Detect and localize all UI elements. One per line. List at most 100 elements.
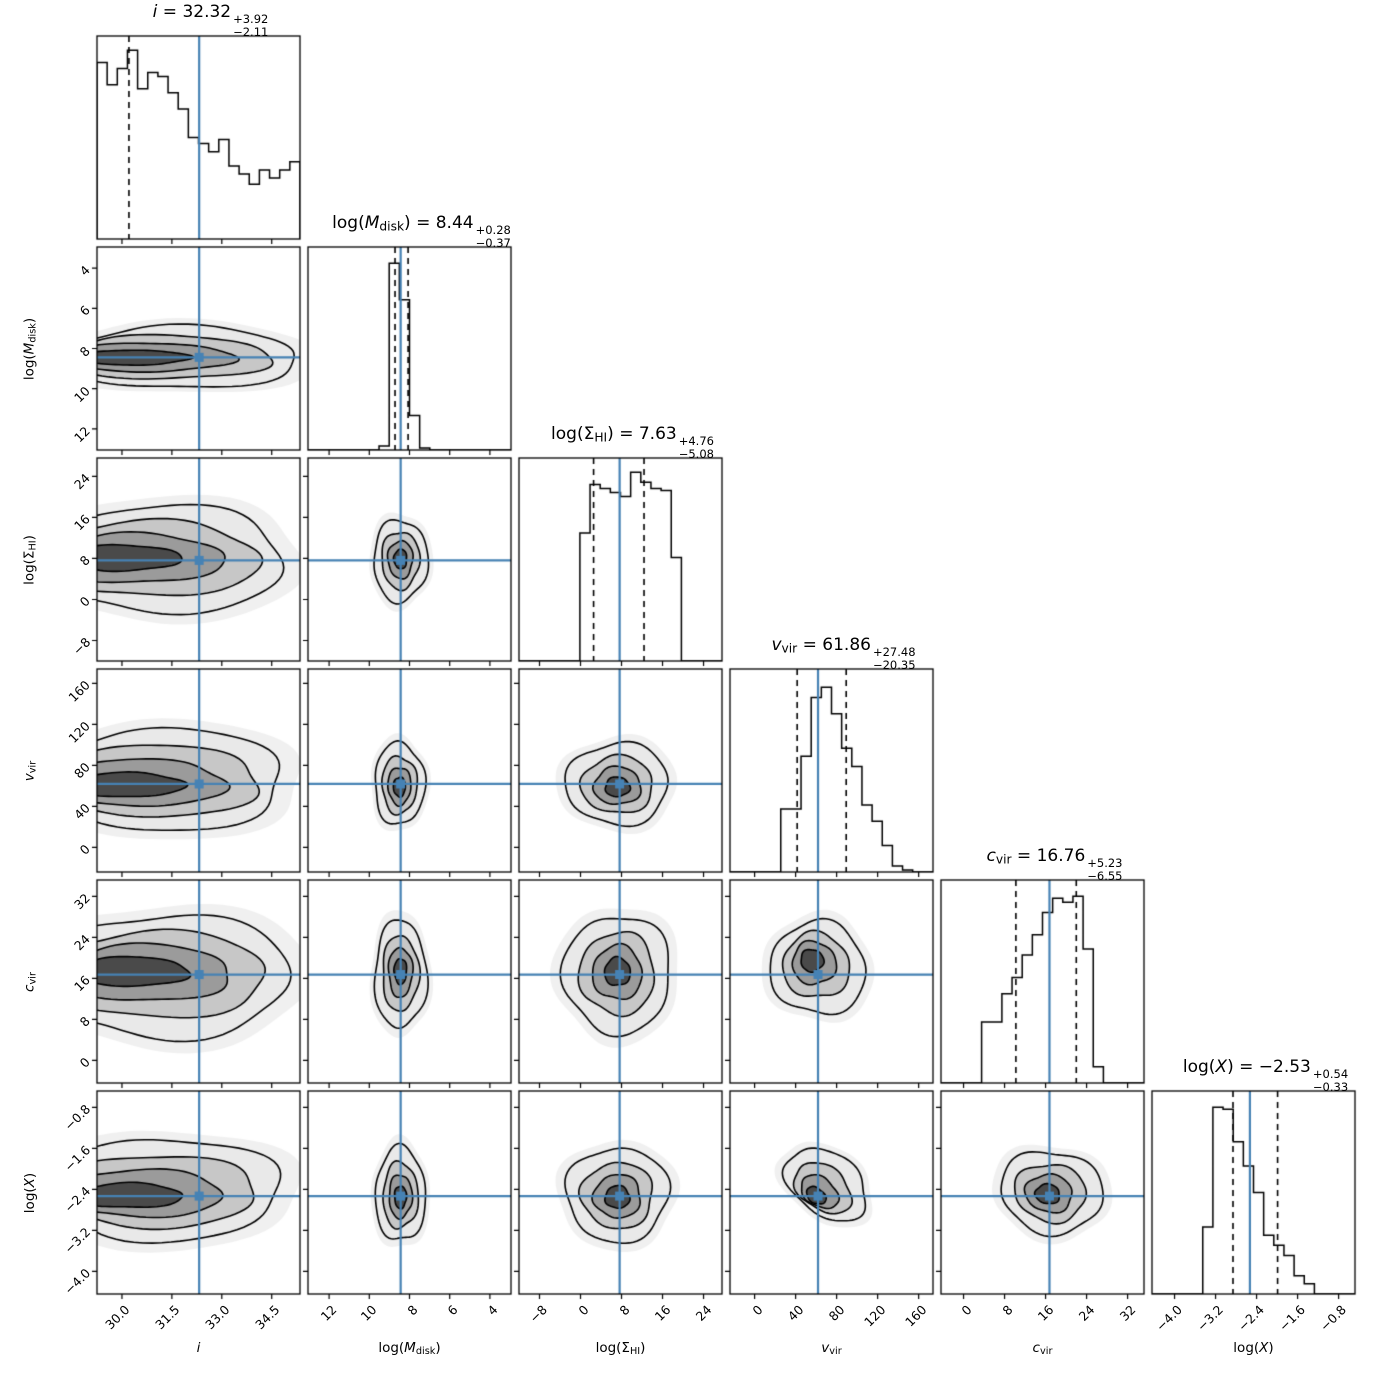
title-uncertainty: +3.92 −2.11 xyxy=(233,13,268,39)
y-axis-label-logX: log(X) xyxy=(22,1172,38,1212)
y-tick-label: 12 xyxy=(71,423,93,446)
label-text: log(Σ xyxy=(595,1340,630,1356)
subscript: disk xyxy=(27,322,39,343)
x-axis-label-cvir: cvir xyxy=(1033,1340,1053,1357)
title-uncertainty: +0.28 −0.37 xyxy=(476,224,511,250)
title-plus: +27.48 xyxy=(872,645,916,660)
subscript: HI xyxy=(27,539,39,551)
subscript: vir xyxy=(27,760,39,773)
math-symbol: c xyxy=(986,846,996,866)
title-median: 8.44 xyxy=(435,213,474,233)
subscript: vir xyxy=(829,1346,842,1358)
panel-title-logSigmaHI: log(ΣHI) = 7.63 +4.76 −5.08 xyxy=(551,424,714,461)
math-symbol: M xyxy=(364,213,380,233)
y-tick-label: 8 xyxy=(76,552,93,570)
title-minus: −0.33 xyxy=(1312,1080,1349,1095)
y-tick-label: 24 xyxy=(71,931,93,954)
title-median: 32.32 xyxy=(182,2,232,22)
math-symbol: i xyxy=(152,2,158,22)
x-tick-label: 8 xyxy=(998,1302,1016,1319)
x-tick-label: 8 xyxy=(403,1302,421,1319)
title-median: −2.53 xyxy=(1258,1057,1311,1077)
title-minus: −20.35 xyxy=(872,658,916,673)
y-axis-label-vvir: vvir xyxy=(21,760,38,780)
x-tick-label: 31.5 xyxy=(152,1302,183,1333)
x-axis-label-logMdisk: log(Mdisk) xyxy=(378,1340,440,1357)
label-text: log( xyxy=(1182,1057,1216,1077)
x-tick-label: 32 xyxy=(1116,1302,1139,1324)
title-uncertainty: +5.23 −6.55 xyxy=(1087,857,1122,883)
y-tick-label: 32 xyxy=(71,890,93,913)
x-tick-label: 30.0 xyxy=(102,1302,133,1333)
label-text: ) xyxy=(404,213,411,233)
y-tick-label: 8 xyxy=(76,342,93,360)
title-plus: +0.54 xyxy=(1312,1067,1349,1082)
x-tick-label: 6 xyxy=(444,1302,461,1319)
y-tick-label: 10 xyxy=(71,383,93,405)
math-symbol: v xyxy=(821,1340,830,1356)
x-tick-label: 4 xyxy=(484,1302,501,1319)
y-tick-label: 6 xyxy=(76,302,93,319)
y-tick-label: 40 xyxy=(71,800,93,823)
y-tick-label: 4 xyxy=(76,262,93,279)
y-axis-label-logMdisk: log(Mdisk) xyxy=(21,317,38,379)
math-symbol: i xyxy=(196,1340,201,1356)
y-axis-label-cvir: cvir xyxy=(21,972,38,992)
title-median: 16.76 xyxy=(1036,846,1086,866)
math-symbol: X xyxy=(22,1177,38,1187)
panel-title-logMdisk: log(Mdisk) = 8.44 +0.28 −0.37 xyxy=(332,213,511,250)
x-tick-label: 33.0 xyxy=(202,1302,233,1333)
x-tick-label: 160 xyxy=(901,1302,930,1330)
x-axis-label-logX: log(X) xyxy=(1233,1340,1273,1356)
subscript: HI xyxy=(594,430,608,445)
y-tick-label: −1.6 xyxy=(60,1142,93,1175)
title-uncertainty: +4.76 −5.08 xyxy=(679,435,714,461)
label-text: ) xyxy=(22,1172,38,1178)
label-text: ) xyxy=(435,1340,441,1356)
label-text: = xyxy=(613,424,639,444)
y-tick-label: 120 xyxy=(65,718,93,747)
x-tick-label: 34.5 xyxy=(252,1302,283,1333)
x-tick-label: −1.6 xyxy=(1276,1302,1309,1335)
x-tick-label: 0 xyxy=(574,1302,592,1319)
y-tick-label: 0 xyxy=(76,593,93,611)
x-tick-label: 12 xyxy=(317,1302,340,1324)
label-text: = xyxy=(1011,846,1037,866)
y-tick-label: 0 xyxy=(76,1054,93,1072)
title-plus: +5.23 xyxy=(1087,856,1123,871)
x-tick-label: 0 xyxy=(957,1302,975,1319)
math-symbol: X xyxy=(1215,1057,1228,1077)
title-minus: −0.37 xyxy=(475,236,511,251)
math-symbol: c xyxy=(21,984,38,992)
x-tick-label: −4.0 xyxy=(1153,1302,1186,1335)
label-text: ) xyxy=(1227,1057,1234,1077)
panel-title-cvir: cvir = 16.76 +5.23 −6.55 xyxy=(986,846,1122,883)
x-tick-label: 8 xyxy=(615,1302,633,1319)
title-plus: +3.92 xyxy=(233,12,269,27)
x-tick-label: 24 xyxy=(692,1302,715,1324)
math-symbol: v xyxy=(21,772,38,781)
y-tick-label: −4.0 xyxy=(60,1265,93,1298)
label-text: ) xyxy=(1268,1340,1274,1356)
panel-title-i: i = 32.32 +3.92 −2.11 xyxy=(153,2,269,39)
y-tick-label: −8 xyxy=(69,634,93,659)
y-tick-label: −2.4 xyxy=(60,1183,93,1216)
x-tick-label: 10 xyxy=(358,1302,380,1324)
x-tick-label: 40 xyxy=(784,1302,807,1324)
x-tick-label: 16 xyxy=(1034,1302,1057,1324)
x-axis-label-i: i xyxy=(197,1340,201,1356)
label-text: ) xyxy=(640,1340,646,1356)
math-symbol: c xyxy=(1032,1340,1040,1356)
panel-title-logX: log(X) = −2.53 +0.54 −0.33 xyxy=(1183,1057,1348,1094)
label-text: log( xyxy=(1233,1340,1260,1356)
y-tick-label: 160 xyxy=(65,677,93,706)
math-symbol: v xyxy=(771,635,782,655)
x-tick-label: 0 xyxy=(748,1302,766,1319)
title-median: 61.86 xyxy=(822,635,871,655)
subscript: vir xyxy=(781,641,798,656)
label-text: = xyxy=(410,213,436,233)
